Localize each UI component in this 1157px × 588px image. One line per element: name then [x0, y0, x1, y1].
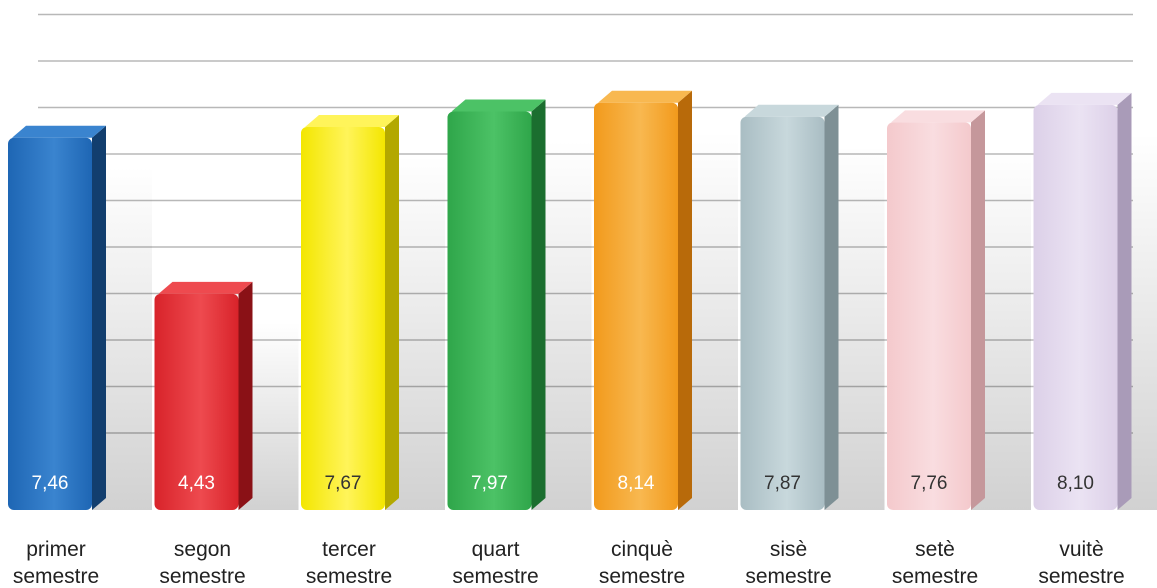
value-labels: 7,46 4,43 7,67 7,97 8,14 7,87 7,76 8,10 [32, 473, 1094, 494]
category-labels: primer semestre segon semestre tercer semestr… [13, 538, 1125, 588]
category-label: segon semestre [159, 538, 245, 588]
value-label: 7,67 [325, 473, 362, 494]
bars [8, 90, 1157, 511]
bar-front [154, 293, 239, 510]
bar-side [971, 110, 985, 511]
bar-side [824, 104, 839, 510]
bar-front [447, 111, 532, 511]
bar-top [1037, 92, 1132, 105]
bar-top [158, 281, 253, 294]
bar-side [92, 125, 106, 510]
category-label: primer semestre [13, 538, 99, 588]
bar-side [238, 281, 253, 510]
bar-2 [154, 281, 299, 510]
category-label: sisè semestre [745, 538, 831, 588]
bar-3 [301, 114, 445, 511]
value-label: 7,87 [764, 473, 801, 494]
value-label: 7,46 [32, 473, 69, 494]
value-label: 8,10 [1057, 473, 1094, 494]
bar-side [385, 114, 399, 511]
bar-top [305, 114, 399, 127]
category-label: vuitè semestre [1038, 538, 1124, 588]
bar-side [1117, 92, 1132, 510]
bar-front [1033, 104, 1118, 510]
value-label: 7,97 [471, 473, 508, 494]
bar-top [598, 90, 692, 103]
value-label: 4,43 [178, 473, 215, 494]
bar-top [744, 104, 839, 117]
value-label: 8,14 [618, 473, 655, 494]
bar-side [531, 99, 546, 511]
value-label: 7,76 [911, 473, 948, 494]
bar-front [740, 116, 825, 510]
category-label: setè semestre [892, 538, 978, 588]
category-label: cinquè semestre [599, 538, 685, 588]
bar-1 [8, 125, 152, 510]
bar-front [301, 126, 385, 511]
bar-top [891, 110, 985, 123]
bar-top [451, 99, 546, 112]
bar-6 [740, 104, 885, 510]
bar-8 [1033, 92, 1157, 510]
bar-front [8, 137, 92, 510]
category-label: tercer semestre [306, 538, 392, 588]
bar-5 [594, 90, 738, 511]
bar-front [887, 122, 971, 511]
bar-4 [447, 99, 592, 511]
bar-7 [887, 110, 1031, 511]
category-label: quart semestre [452, 538, 538, 588]
bar-side [678, 90, 692, 510]
bar-top [12, 125, 106, 138]
bar-front [594, 102, 678, 510]
